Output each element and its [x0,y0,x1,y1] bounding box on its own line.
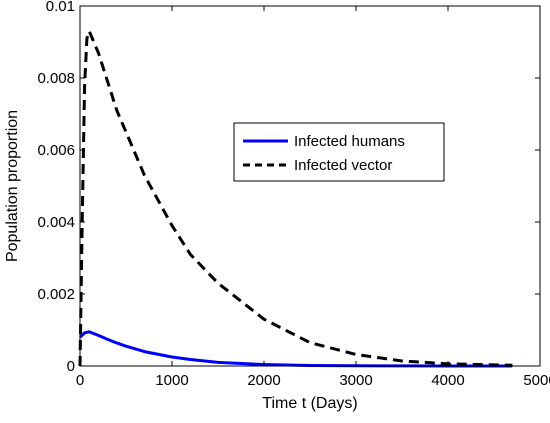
y-axis-title: Population proportion [4,110,21,262]
y-tick-label: 0 [67,358,75,375]
legend-label-infected-humans: Infected humans [294,133,405,150]
y-tick-label: 0.004 [37,214,75,231]
x-tick-label: 3000 [339,372,372,389]
x-tick-label: 2000 [247,372,280,389]
x-axis-title: Time t (Days) [262,395,357,412]
y-tick-label: 0.01 [46,0,75,15]
legend-label-infected-vector: Infected vector [294,157,392,174]
x-tick-label: 0 [76,372,84,389]
series-line-infected-vector [78,29,513,367]
plot-frame [79,5,541,367]
x-tick-label: 4000 [431,372,464,389]
legend-box [233,122,445,182]
legend: Infected humans Infected vector [233,122,445,182]
y-tick-label: 0.008 [37,70,75,87]
y-tick-label: 0.002 [37,286,75,303]
y-tick-label: 0.006 [37,142,75,159]
x-tick-label: 1000 [155,372,188,389]
